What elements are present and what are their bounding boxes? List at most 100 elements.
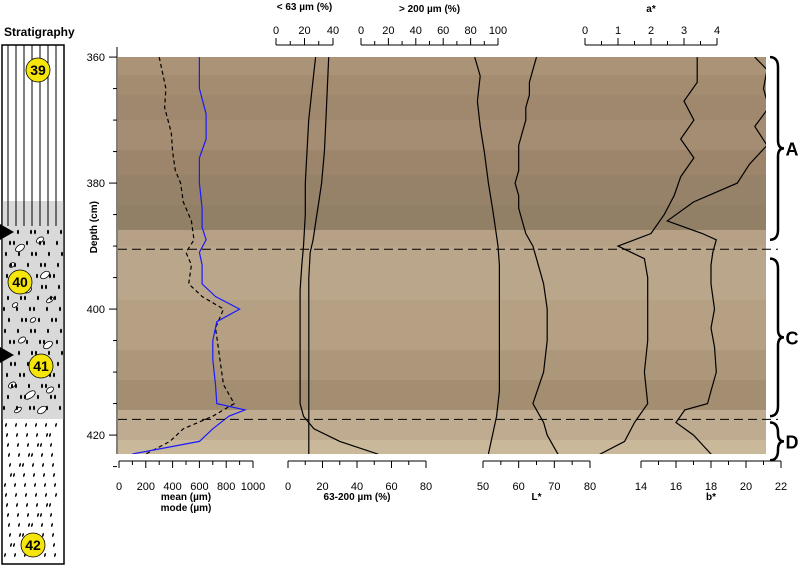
unit-circle	[28, 353, 54, 379]
x-tick-label: 40	[327, 25, 339, 37]
grain-dot	[58, 383, 60, 389]
series-line-lstar	[514, 57, 559, 454]
grain-dot	[38, 317, 40, 323]
x-tick-label: 70	[548, 481, 560, 493]
grain-dot	[39, 339, 41, 345]
sand-dot	[13, 543, 15, 547]
core-band	[118, 120, 766, 150]
series-lines	[132, 57, 766, 454]
x-tick-label: 20	[298, 25, 310, 37]
sand-dot	[8, 523, 10, 527]
sand-dot	[7, 513, 9, 517]
grain-dot	[41, 284, 43, 290]
sand-dot	[46, 503, 48, 507]
sand-dot	[41, 523, 43, 527]
grain-dot	[25, 317, 27, 323]
sand-dot	[32, 463, 34, 467]
sand-dot	[19, 533, 21, 537]
grain-dot	[34, 328, 36, 334]
unit-bracket-label: D	[786, 432, 799, 452]
x-tick-label: 800	[217, 481, 235, 493]
core-background	[118, 57, 766, 454]
unit-bracket	[769, 257, 785, 418]
series-line-coarse	[474, 57, 500, 454]
grain-dot	[26, 240, 28, 246]
pebble-shape	[43, 340, 53, 350]
core-band	[118, 175, 766, 205]
grain-dot	[47, 229, 49, 235]
grain-dot	[31, 350, 33, 356]
sand-dot	[19, 463, 21, 467]
sand-dot	[44, 553, 46, 557]
sand-dot	[53, 543, 55, 547]
grain-dot	[35, 350, 37, 356]
sand-dot	[36, 433, 38, 437]
unit-bracket	[769, 421, 785, 462]
grain-dot	[3, 405, 5, 411]
x-tick-label: 16	[670, 481, 682, 493]
sand-dot	[13, 473, 15, 477]
sand-dot	[35, 423, 37, 427]
grain-dot	[17, 229, 19, 235]
grain-dot	[60, 229, 62, 235]
unit-label: 42	[25, 537, 41, 553]
sand-dot	[22, 533, 24, 537]
x-tick-label: 0	[116, 481, 122, 493]
sand-dot	[14, 483, 16, 487]
grain-dot	[6, 372, 8, 378]
core-band	[118, 440, 766, 454]
grain-dot	[48, 251, 50, 257]
sand-dot	[42, 533, 44, 537]
x-tick-label: 40	[410, 25, 422, 37]
unit-label: 40	[12, 274, 28, 290]
grain-dot	[24, 394, 26, 400]
grain-dot	[27, 361, 29, 367]
x-tick-label: 60	[385, 481, 397, 493]
grain-dot	[3, 306, 5, 312]
sand-dot	[31, 523, 33, 527]
grain-dot	[16, 405, 18, 411]
sand-dot	[49, 433, 51, 437]
core-band	[118, 300, 766, 350]
grain-dot	[46, 306, 48, 312]
grain-dot	[57, 361, 59, 367]
series-line-finesand	[299, 57, 379, 454]
sand-dot	[40, 443, 42, 447]
x-tick-label: 18	[705, 481, 717, 493]
grain-dot	[16, 306, 18, 312]
sand-dot	[4, 483, 6, 487]
sand-dot	[17, 443, 19, 447]
grain-dot	[15, 383, 17, 389]
depth-tick-label: 400	[87, 304, 105, 316]
x-tick-label: 200	[137, 481, 155, 493]
sand-dot	[10, 543, 12, 547]
grain-dot	[61, 350, 63, 356]
pebble-shape	[40, 270, 50, 280]
sand-dot	[51, 453, 53, 457]
sand-dot	[45, 423, 47, 427]
sand-dot	[26, 503, 28, 507]
x-tick-label: 0	[273, 25, 279, 37]
grain-dot	[17, 328, 19, 334]
sand-dot	[15, 493, 17, 497]
core-band	[118, 57, 766, 75]
grain-dot	[23, 372, 25, 378]
x-tick-label: 20	[382, 25, 394, 37]
sand-dot	[55, 423, 57, 427]
pebble-shape	[36, 236, 44, 244]
grain-dot	[37, 295, 39, 301]
x-axis-title: > 200 µm (%)	[399, 4, 460, 15]
grain-dot	[41, 383, 43, 389]
x-axis-title: < 63 µm (%)	[277, 2, 333, 13]
sand-dot	[16, 433, 18, 437]
grain-dot	[59, 306, 61, 312]
unit-circle	[20, 532, 46, 558]
sand-dot	[22, 463, 24, 467]
grain-dot	[58, 284, 60, 290]
grain-dot	[28, 383, 30, 389]
sand-dot	[15, 423, 17, 427]
grain-dot	[54, 295, 56, 301]
sand-dot	[49, 503, 51, 507]
